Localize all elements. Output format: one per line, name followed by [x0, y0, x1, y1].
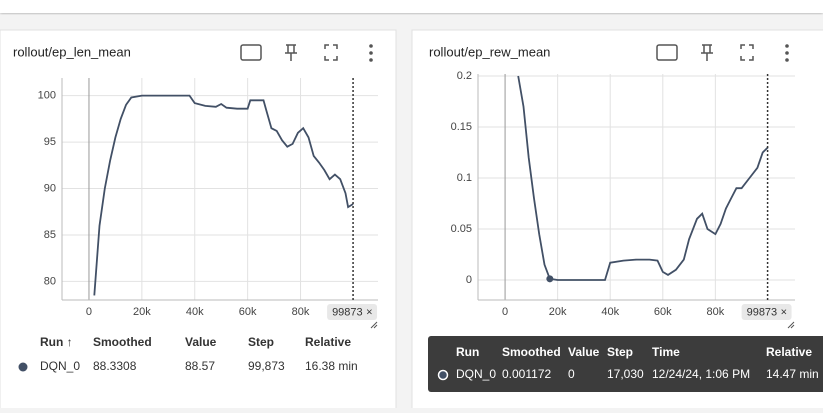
menu-icon[interactable]	[785, 44, 789, 48]
close-icon[interactable]: ×	[781, 306, 787, 318]
menu-icon[interactable]	[369, 44, 373, 48]
x-tick-label: 60k	[239, 306, 257, 318]
plot	[517, 75, 769, 281]
menu-icon[interactable]	[369, 51, 373, 55]
menu-icon[interactable]	[785, 51, 789, 55]
menu-icon[interactable]	[785, 58, 789, 62]
card	[0, 29, 397, 413]
table-cell: 88.3308	[93, 359, 137, 373]
tooltip-header: Run	[456, 345, 479, 359]
x-tick-label: 40k	[601, 306, 619, 318]
table-cell: 16.38 min	[305, 359, 358, 373]
column-header[interactable]: Step	[248, 335, 274, 349]
tooltip-header: Smoothed	[502, 345, 561, 359]
card-actions	[240, 44, 373, 62]
tooltip-cell: 17,030	[607, 367, 644, 381]
menu-icon[interactable]	[369, 58, 373, 62]
tooltip-box	[428, 336, 823, 392]
x-tick-label: 0	[86, 306, 92, 318]
fit-icon[interactable]	[656, 44, 678, 61]
y-tick-label: 85	[44, 229, 56, 241]
y-tick-label: 0	[466, 274, 472, 286]
chart-title: rollout/ep_rew_mean	[429, 44, 550, 59]
tooltip-cell: 0	[568, 367, 575, 381]
tooltip-cell: 0.001172	[502, 367, 551, 381]
plot	[93, 94, 354, 296]
step-cursor-label: 99873	[747, 306, 778, 318]
resize-handle	[370, 321, 378, 329]
series-line	[517, 75, 769, 281]
run-color	[18, 362, 28, 372]
tooltip-cell: DQN_0	[456, 367, 496, 381]
x-tick-label: 20k	[549, 306, 567, 318]
x-tick-label: 20k	[133, 306, 151, 318]
y-tick-label: 0.05	[451, 223, 472, 235]
y-tick-label: 0.15	[451, 121, 472, 133]
tooltip-header: Step	[607, 345, 633, 359]
data-table: Run ↑ Smoothed Value Step Relative DQN_0 88.33…	[18, 335, 358, 373]
charts: rollout/ep_len_mean 80 85 90 95 100 0 20k 40k 60k…	[13, 44, 795, 329]
step-cursor-label: 99873	[332, 306, 363, 318]
column-header[interactable]: Value	[185, 335, 217, 349]
step-cursor-chip[interactable]	[741, 304, 792, 320]
x-tick-label: 0	[502, 306, 508, 318]
table-cell: 88.57	[185, 359, 215, 373]
resize-handle	[787, 321, 795, 329]
close-icon[interactable]: ×	[366, 306, 372, 318]
column-header[interactable]: Run ↑	[40, 335, 73, 349]
x-tick-label: 60k	[654, 306, 672, 318]
series-line	[93, 94, 354, 296]
step-cursor-chip[interactable]	[327, 304, 378, 320]
pin-icon[interactable]	[285, 44, 297, 61]
table-cell: DQN_0	[40, 359, 80, 373]
y-tick-label: 95	[44, 136, 56, 148]
y-tick-label: 90	[44, 182, 56, 194]
table-cell: 99,873	[248, 359, 285, 373]
y-tick-label: 0.1	[457, 172, 472, 184]
y-tick-label: 80	[44, 275, 56, 287]
fit-icon[interactable]	[240, 44, 262, 61]
column-header[interactable]: Relative	[305, 335, 351, 349]
column-header[interactable]: Smoothed	[93, 335, 152, 349]
card-actions	[656, 44, 789, 62]
y-tick-label: 0.2	[457, 70, 472, 82]
tooltip-header: Value	[568, 345, 600, 359]
hover-point	[546, 275, 554, 283]
tooltip-cell: 14.47 min	[766, 367, 819, 381]
tooltip-header: Relative	[766, 345, 812, 359]
tooltip-header: Time	[652, 345, 680, 359]
top-bar	[0, 0, 823, 13]
x-tick-label: 80k	[292, 306, 310, 318]
y-tick-label: 100	[38, 90, 56, 102]
tooltip: Run Smoothed Value Step Time Relative DQN_0 0.0…	[428, 336, 823, 392]
expand-icon[interactable]	[324, 44, 338, 61]
x-tick-label: 40k	[186, 306, 204, 318]
tooltip-cell: 12/24/24, 1:06 PM	[652, 367, 750, 381]
chart-title: rollout/ep_len_mean	[13, 44, 131, 59]
expand-icon[interactable]	[740, 44, 754, 61]
x-tick-label: 80k	[706, 306, 724, 318]
run-color	[437, 369, 449, 381]
pin-icon[interactable]	[701, 44, 713, 61]
